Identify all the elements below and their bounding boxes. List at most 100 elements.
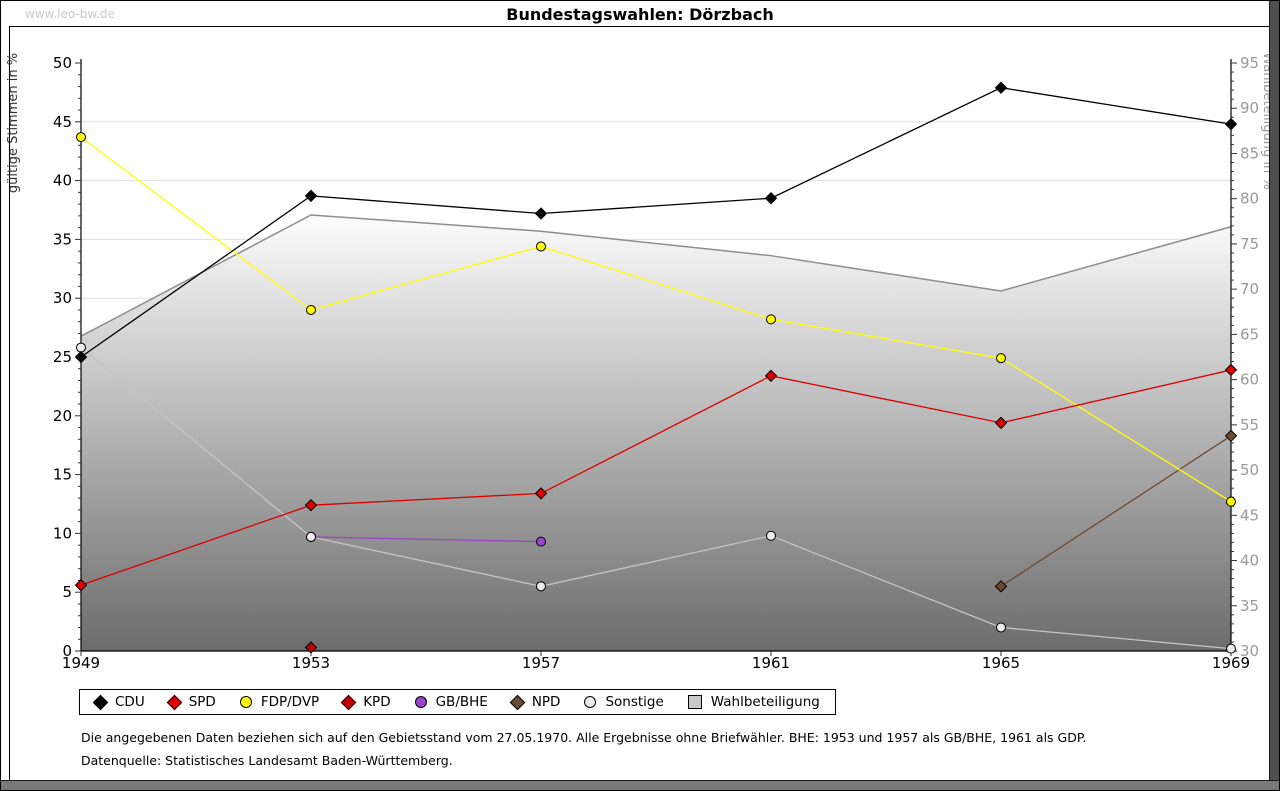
right-axis-tick-label: 80 bbox=[1240, 190, 1259, 208]
election-line-chart: 0 5 10 15 20 25 30 35 40 45 50 30 35 40 45 50 55 60 65 70 75… bbox=[6, 52, 1275, 672]
legend-item-fdp-dvp: FDP/DVP bbox=[239, 694, 320, 710]
spd-legend-marker-icon bbox=[166, 694, 182, 710]
sonstige-point bbox=[76, 342, 86, 353]
legend-item-cdu: CDU bbox=[92, 694, 145, 710]
fdp-dvp-point bbox=[1226, 496, 1236, 507]
fdp-dvp-point bbox=[306, 304, 316, 315]
legend-label: NPD bbox=[531, 694, 561, 710]
legend-label: CDU bbox=[115, 694, 145, 710]
kpd-point bbox=[304, 641, 318, 654]
left-axis-tick-label: 5 bbox=[62, 583, 72, 601]
x-axis-tick-label: 1957 bbox=[522, 654, 560, 672]
legend-label: KPD bbox=[363, 694, 391, 710]
x-axis-tick-label: 1969 bbox=[1212, 654, 1250, 672]
left-axis-tick-label: 45 bbox=[53, 113, 72, 131]
vertical-scrollbar[interactable] bbox=[1269, 1, 1279, 790]
spd-point bbox=[1224, 363, 1238, 377]
legend-label: Sonstige bbox=[605, 694, 664, 710]
fdp-dvp-line bbox=[80, 136, 1232, 503]
spd-point bbox=[74, 578, 88, 592]
legend-item-wahlbeteiligung: Wahlbeteiligung bbox=[687, 694, 820, 710]
left-axis-tick-label: 0 bbox=[62, 642, 72, 660]
cdu-point bbox=[74, 350, 88, 364]
gb-bhe-line bbox=[310, 536, 542, 543]
right-axis-tick-label: 35 bbox=[1240, 597, 1259, 615]
npd-point bbox=[994, 580, 1008, 593]
right-axis-tick-label: 50 bbox=[1240, 461, 1259, 479]
x-axis-tick-label: 1949 bbox=[62, 654, 100, 672]
series-lines bbox=[80, 87, 1232, 650]
fdp-dvp-point bbox=[536, 241, 546, 252]
x-axis-tick-label: 1953 bbox=[292, 654, 330, 672]
chart-legend: CDU SPD FDP/DVP KPD GB/BHE NPD Sonstige Wahlbet… bbox=[79, 689, 836, 715]
footnote-gebietsstand: Die angegebenen Daten beziehen sich auf … bbox=[81, 730, 1087, 745]
fdp-dvp-point bbox=[766, 314, 776, 325]
legend-label: SPD bbox=[188, 694, 216, 710]
x-axis-tick-label: 1965 bbox=[982, 654, 1020, 672]
wahlbeteiligung-line bbox=[80, 214, 1232, 337]
wahlbeteiligung-legend-marker-icon bbox=[687, 695, 702, 709]
right-axis-tick-label: 55 bbox=[1240, 416, 1259, 434]
spd-point bbox=[304, 498, 318, 512]
right-axis-tick-label: 70 bbox=[1240, 280, 1259, 298]
fdp-dvp-legend-marker-icon bbox=[239, 696, 252, 708]
sonstige-legend-marker-icon bbox=[584, 696, 597, 708]
npd-legend-marker-icon bbox=[509, 694, 526, 710]
kpd-legend-marker-icon bbox=[340, 694, 357, 710]
npd-point bbox=[1224, 429, 1238, 442]
cdu-point bbox=[764, 192, 778, 205]
right-axis-tick-label: 90 bbox=[1240, 99, 1259, 117]
legend-item-spd: SPD bbox=[166, 694, 216, 710]
chart-title: Bundestagswahlen: Dörzbach bbox=[506, 5, 774, 24]
gb-bhe-point bbox=[536, 536, 546, 547]
left-axis-tick-label: 30 bbox=[53, 289, 72, 307]
left-axis-tick-label: 15 bbox=[53, 466, 72, 484]
wahlbeteiligung-area-group bbox=[80, 214, 1232, 651]
horizontal-scrollbar[interactable] bbox=[1, 780, 1279, 790]
x-axis-tick-label: 1961 bbox=[752, 654, 790, 672]
spd-point bbox=[994, 416, 1008, 430]
site-watermark: www.leo-bw.de bbox=[25, 7, 115, 21]
right-axis-tick-label: 95 bbox=[1240, 54, 1259, 72]
left-axis-tick-label: 40 bbox=[53, 172, 72, 190]
right-axis-tick-label: 65 bbox=[1240, 325, 1259, 343]
series-markers bbox=[74, 81, 1238, 654]
right-axis-tick-label: 45 bbox=[1240, 506, 1259, 524]
footnote-datenquelle: Datenquelle: Statistisches Landesamt Bad… bbox=[81, 753, 453, 768]
spd-point bbox=[764, 369, 778, 383]
left-axis-tick-label: 35 bbox=[53, 230, 72, 248]
left-axis-tick-label: 20 bbox=[53, 407, 72, 425]
legend-item-npd: NPD bbox=[509, 694, 561, 710]
legend-label: FDP/DVP bbox=[260, 694, 320, 710]
sonstige-point bbox=[536, 581, 546, 592]
sonstige-point bbox=[766, 530, 776, 541]
sonstige-point bbox=[996, 622, 1006, 633]
left-axis-tick-label: 10 bbox=[53, 524, 72, 542]
legend-item-sonstige: Sonstige bbox=[584, 694, 664, 710]
right-axis-tick-label: 30 bbox=[1240, 642, 1259, 660]
legend-item-gb-bhe: GB/BHE bbox=[414, 694, 488, 710]
right-axis-tick-label: 85 bbox=[1240, 144, 1259, 162]
left-axis-tick-label: 25 bbox=[53, 348, 72, 366]
sonstige-line bbox=[80, 347, 1232, 650]
right-axis-tick-label: 75 bbox=[1240, 235, 1259, 253]
fdp-dvp-point bbox=[76, 132, 86, 143]
cdu-point bbox=[304, 189, 318, 203]
sonstige-point bbox=[306, 531, 316, 542]
npd-line bbox=[1000, 435, 1232, 587]
spd-point bbox=[534, 487, 548, 500]
gb-bhe-legend-marker-icon bbox=[414, 696, 427, 708]
cdu-point bbox=[534, 207, 548, 220]
fdp-dvp-point bbox=[996, 353, 1006, 364]
wahlbeteiligung-area bbox=[81, 214, 1231, 651]
spd-line bbox=[80, 369, 1232, 586]
cdu-point bbox=[994, 81, 1008, 94]
left-axis-tick-label: 50 bbox=[53, 54, 72, 72]
legend-label: GB/BHE bbox=[435, 694, 488, 710]
left-axis-title: gültige Stimmen in % bbox=[6, 53, 21, 193]
sonstige-point bbox=[1226, 643, 1236, 654]
cdu-point bbox=[1224, 117, 1238, 131]
right-axis-tick-label: 60 bbox=[1240, 371, 1259, 389]
cdu-legend-marker-icon bbox=[92, 694, 109, 710]
